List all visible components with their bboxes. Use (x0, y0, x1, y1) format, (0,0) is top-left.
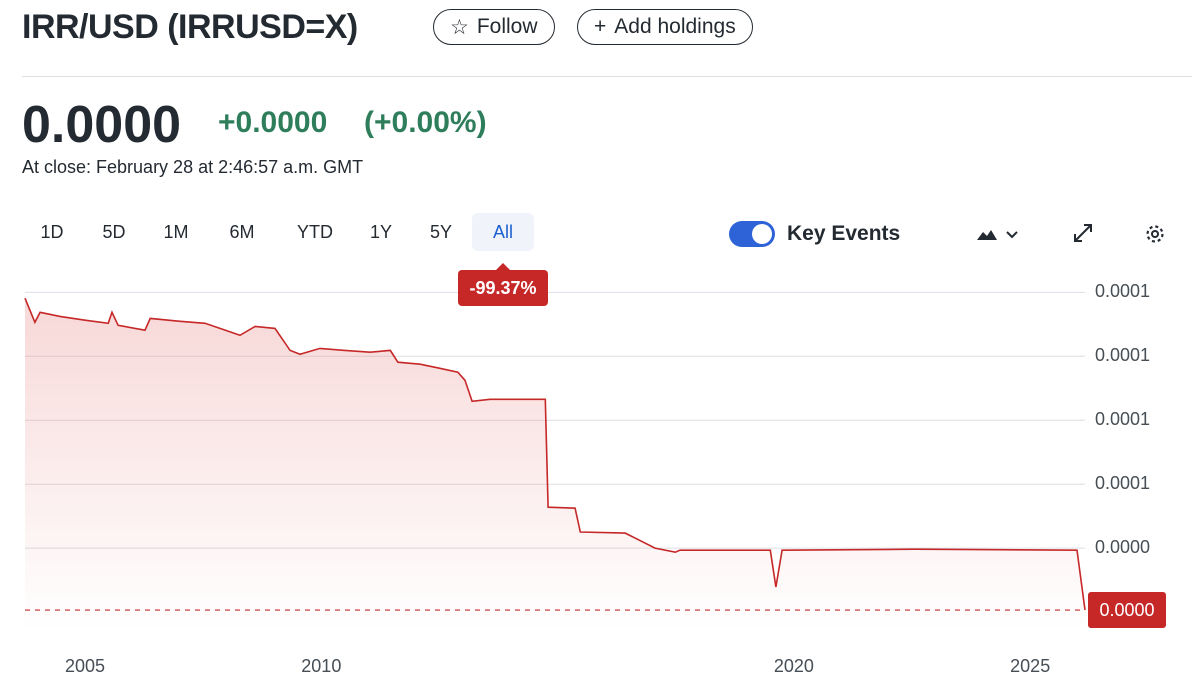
change: +0.0000 (218, 106, 328, 139)
add-holdings-button[interactable]: + Add holdings (577, 9, 753, 45)
range-button[interactable]: YTD (297, 221, 333, 242)
range-button[interactable]: 1Y (369, 221, 393, 242)
price-line (24, 297, 1086, 611)
range-button[interactable]: 6M (229, 221, 255, 242)
area-fill (25, 298, 1085, 630)
y-tick-label: 0.0001 (1095, 409, 1150, 429)
follow-button[interactable]: ☆ Follow (433, 9, 555, 45)
last-price-label: 0.0000 (1099, 600, 1154, 620)
chart-type-button[interactable] (975, 224, 1025, 244)
range-change: -99.37% (458, 263, 548, 306)
y-tick-label: 0.0001 (1095, 345, 1150, 365)
y-tick-label: 0.0001 (1095, 281, 1150, 301)
title: IRR/USD (IRRUSD=X) (22, 8, 358, 46)
range-button[interactable]: 5D (102, 221, 126, 242)
last-price-box (1088, 592, 1166, 629)
x-tick-label: 2020 (774, 656, 814, 676)
price: 0.0000 (22, 96, 182, 154)
settings-button[interactable] (1143, 222, 1167, 246)
add-holdings-label: Add holdings (614, 15, 736, 38)
range-button[interactable]: 1M (163, 221, 189, 242)
range-button[interactable]: 5Y (429, 221, 453, 242)
star-icon: ☆ (450, 15, 469, 39)
close-time: At close: February 28 at 2:46:57 a.m. GM… (22, 157, 364, 177)
y-tick-label: 0.0000 (1095, 537, 1150, 557)
key-events-toggle[interactable] (729, 221, 775, 247)
divider (22, 76, 1192, 77)
expand-button[interactable] (1072, 222, 1094, 244)
x-tick-label: 2005 (65, 656, 105, 676)
follow-label: Follow (476, 15, 538, 38)
y-tick-label: 0.0001 (1095, 473, 1150, 493)
plus-icon: + (594, 15, 607, 38)
x-tick-label: 2010 (301, 656, 341, 676)
range-button[interactable]: 1D (40, 221, 64, 242)
change-percent: (+0.00%) (364, 106, 487, 139)
range-button[interactable]: All (472, 213, 534, 251)
x-tick-label: 2025 (1010, 656, 1050, 676)
key-events-label: Key Events (787, 222, 901, 245)
